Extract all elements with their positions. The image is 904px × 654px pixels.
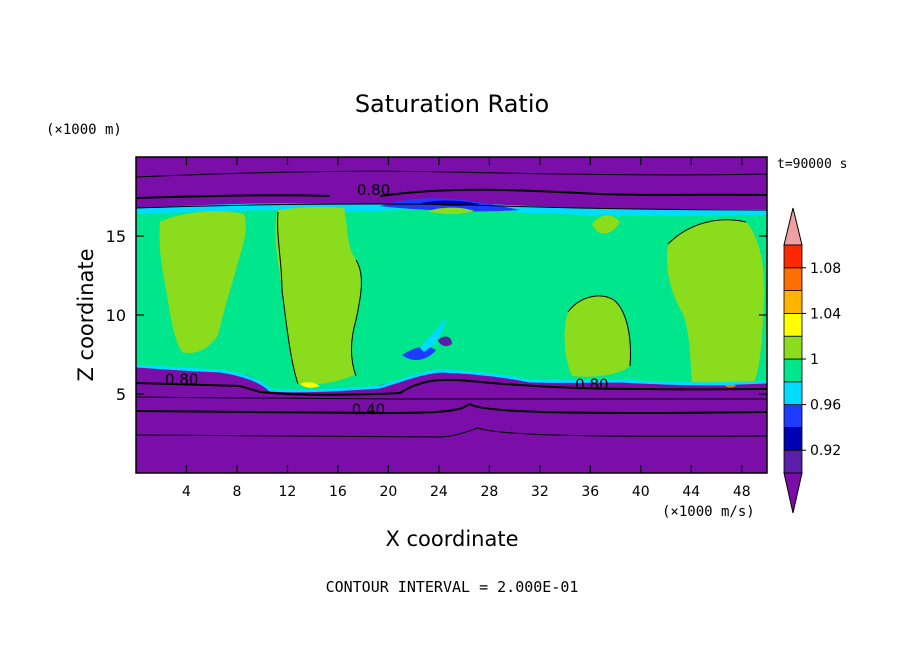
y-tick-label: 15: [106, 227, 126, 246]
y-tick-label: 5: [116, 385, 126, 404]
green-blob-top: [592, 215, 620, 234]
contour-label: 0.80: [357, 181, 390, 199]
contour-line-lower-3: [136, 402, 767, 415]
contour-line-lower-1: [136, 378, 767, 396]
colorbar-swatch: [783, 426, 803, 451]
time-label: t=90000 s: [777, 157, 847, 172]
deep-blue-cell-center: [438, 336, 452, 347]
contour-label: 0.40: [352, 401, 385, 419]
y-axis-label: Z coordinate: [74, 248, 98, 381]
x-tick-label: 24: [430, 484, 448, 500]
cyan-cell-center: [420, 318, 446, 352]
green-blob-left: [159, 211, 246, 354]
contour-labels: 0.80 0.80 0.80 0.40: [165, 181, 609, 419]
x-tick-label: 36: [581, 484, 599, 500]
x-axis-ticks: 4 8 12 16 20 24 28 32 36 40 44 48: [182, 157, 751, 500]
colorbar-swatch: [783, 449, 803, 474]
blue-cell-center: [402, 346, 436, 361]
colorbar-tick-label: 0.96: [810, 398, 841, 414]
green-blob-right: [666, 219, 765, 386]
x-tick-label: 20: [379, 484, 397, 500]
green-streak-top: [428, 207, 474, 214]
contour-line-lower-4: [136, 427, 767, 438]
x-tick-label: 12: [279, 484, 297, 500]
chart-title: Saturation Ratio: [355, 90, 549, 118]
green-blob-mid: [564, 296, 631, 377]
x-tick-label: 16: [329, 484, 347, 500]
contour-interval-footer: CONTOUR INTERVAL = 2.000E-01: [326, 578, 579, 596]
y-unit-label: (×1000 m): [46, 122, 122, 138]
colorbar-over-triangle: [783, 207, 803, 246]
contour-label: 0.80: [575, 375, 608, 393]
y-tick-label: 10: [106, 306, 126, 325]
x-axis-label: X coordinate: [385, 527, 518, 551]
colorbar-swatch: [783, 404, 803, 428]
x-unit-label: (×1000 m/s): [662, 504, 755, 520]
colorbar-swatch: [783, 381, 803, 405]
x-tick-label: 28: [480, 484, 498, 500]
contour-label: 0.80: [165, 371, 198, 389]
contour-line-upper-3: [136, 203, 767, 211]
colorbar-swatch: [783, 290, 803, 314]
colorbar-tick-label: 1.08: [810, 261, 841, 277]
contour-line-upper-1: [136, 170, 767, 178]
contour-line-lower-2: [136, 396, 767, 400]
colorbar-under-triangle: [783, 472, 803, 514]
colorbar-swatch: [783, 335, 803, 360]
colorbar: 0.92 0.96 1 1.04 1.08: [783, 207, 841, 514]
colorbar-tick-label: 1.04: [810, 306, 841, 322]
colorbar-tick-label: 0.92: [810, 443, 841, 459]
contour-line-cloud-edge: [277, 211, 747, 385]
x-tick-label: 32: [531, 484, 549, 500]
contour-lines: [136, 170, 767, 438]
colorbar-swatch: [783, 244, 803, 269]
edge-band-bottom: [136, 364, 767, 393]
colorbar-swatch: [783, 312, 803, 337]
green-blob-tower: [275, 206, 361, 385]
y-axis-ticks: 5 10 15: [106, 227, 767, 404]
contour-line-upper-2: [136, 188, 767, 199]
x-tick-label: 48: [733, 484, 751, 500]
x-tick-label: 40: [632, 484, 650, 500]
colorbar-swatch: [783, 358, 803, 383]
yellow-cell-left: [300, 382, 320, 388]
colorbar-tick-label: 1: [810, 352, 819, 368]
colorbar-swatch: [783, 267, 803, 291]
x-tick-label: 44: [682, 484, 700, 500]
x-tick-label: 4: [182, 484, 191, 500]
x-tick-label: 8: [232, 484, 241, 500]
